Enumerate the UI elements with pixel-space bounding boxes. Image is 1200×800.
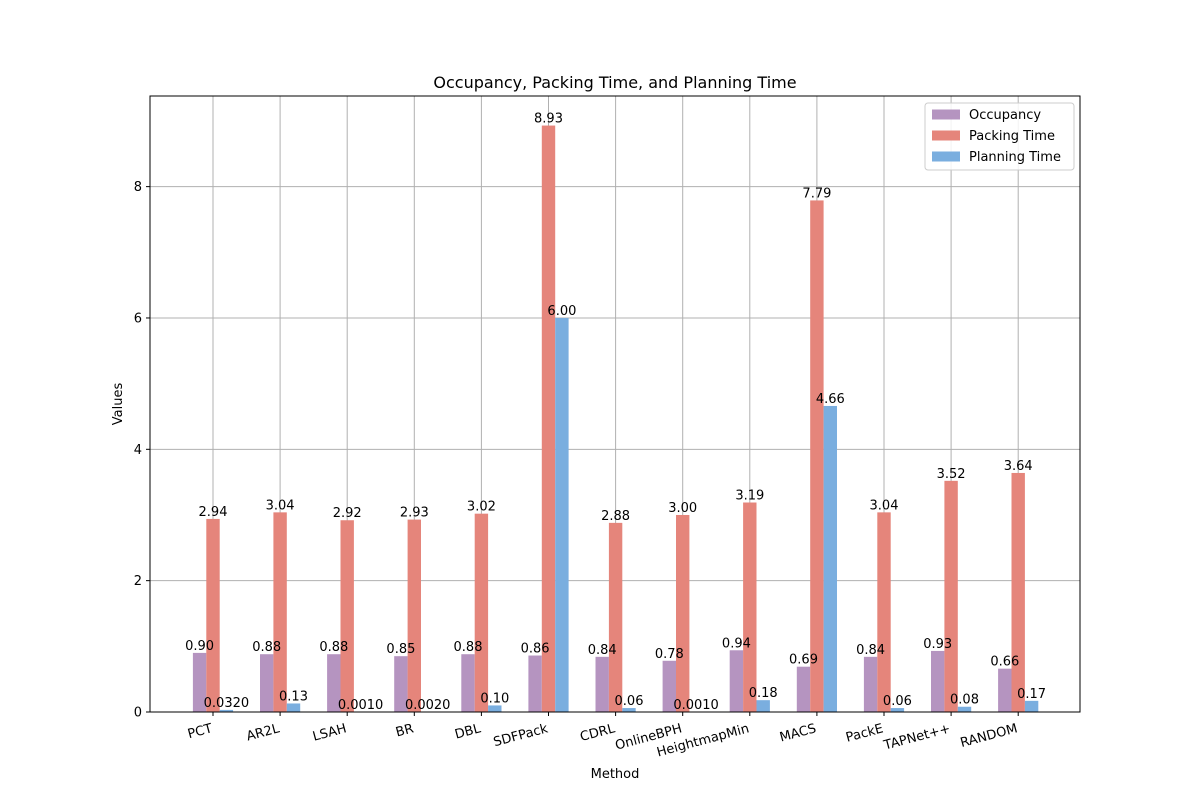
bar [662, 660, 676, 712]
bar-value-label: 0.66 [990, 655, 1019, 670]
bar [756, 700, 770, 712]
bar-value-label: 2.93 [400, 506, 429, 521]
bar [555, 317, 569, 712]
bar-value-label: 0.0010 [338, 698, 384, 713]
bar [394, 656, 408, 712]
bar-value-label: 0.0020 [405, 698, 451, 713]
legend-label: Planning Time [969, 150, 1061, 165]
bar-value-label: 2.94 [199, 505, 228, 520]
bar [608, 522, 623, 712]
bar [622, 708, 636, 712]
y-tick-label: 4 [134, 443, 142, 458]
bar-value-label: 0.0320 [204, 696, 250, 711]
bar [1011, 472, 1025, 712]
bar-value-label: 0.78 [655, 647, 684, 662]
x-axis-title: Method [591, 767, 640, 782]
x-tick-label: PCT [186, 721, 214, 742]
bar-value-label: 4.66 [816, 392, 845, 407]
bar [541, 125, 556, 712]
bar-value-label: 3.02 [467, 500, 496, 515]
bar-value-label: 0.94 [722, 636, 751, 651]
bar-value-label: 0.69 [789, 653, 818, 668]
y-tick-label: 2 [134, 574, 142, 589]
bar-value-label: 0.13 [279, 689, 308, 704]
bar-value-label: 7.79 [802, 186, 831, 201]
plot-frame [149, 95, 1081, 713]
bar [998, 668, 1012, 712]
bar [743, 502, 757, 712]
bar [595, 656, 609, 712]
bar [944, 480, 958, 712]
bar-value-label: 0.85 [386, 642, 415, 657]
bar [823, 405, 837, 712]
bar-value-label: 6.00 [547, 304, 576, 319]
bar [957, 706, 972, 712]
y-tick-label: 6 [134, 311, 142, 326]
bar-value-label: 0.90 [185, 639, 214, 654]
bar-value-label: 0.86 [521, 642, 550, 657]
bar [327, 654, 341, 712]
legend-swatch [932, 151, 960, 162]
bar-value-label: 3.04 [870, 498, 899, 513]
bar-value-label: 3.19 [735, 489, 764, 504]
bar-value-label: 2.92 [333, 506, 362, 521]
bar [1024, 700, 1039, 712]
bar [461, 654, 475, 712]
bar [877, 512, 891, 712]
bar [810, 200, 824, 712]
bar-value-label: 0.93 [923, 637, 952, 652]
bar-labels: 0.90 0.88 0.88 0.85 0.88 0.86 0.84 0.78 0.94 0.69… [185, 112, 1046, 713]
y-tick-label: 8 [134, 180, 142, 195]
bar [488, 705, 502, 712]
bar [863, 656, 878, 712]
bar [192, 652, 207, 712]
bar-value-label: 0.18 [749, 686, 778, 701]
bar-value-label: 3.52 [937, 467, 966, 482]
bar [890, 708, 905, 712]
bar-value-label: 3.64 [1004, 459, 1033, 474]
bar [260, 654, 274, 712]
bar-value-label: 0.06 [883, 694, 912, 709]
bar [729, 650, 744, 712]
bars [192, 125, 1039, 712]
bar [340, 520, 354, 712]
y-axis-title: Values [111, 383, 126, 426]
bar [273, 512, 287, 712]
y-tick-label: 0 [134, 706, 142, 721]
bar-value-label: 0.88 [454, 640, 483, 655]
bar [474, 513, 489, 712]
bar-value-label: 3.04 [266, 498, 295, 513]
chart-title: Occupancy, Packing Time, and Planning Ti… [433, 73, 796, 92]
bar [206, 518, 220, 712]
bar [676, 514, 690, 712]
bar [528, 655, 542, 712]
bar-value-label: 0.08 [950, 693, 979, 708]
legend-swatch [932, 109, 960, 120]
bar-value-label: 2.88 [601, 509, 630, 524]
bar-value-label: 3.00 [668, 501, 697, 516]
bar-value-label: 0.88 [252, 640, 281, 655]
bar-value-label: 0.10 [480, 691, 509, 706]
bar-value-label: 0.0010 [673, 698, 719, 713]
x-tick-label: DBL [453, 721, 483, 742]
bar-value-label: 0.84 [588, 643, 617, 658]
bar-value-label: 8.93 [534, 112, 563, 127]
x-tick-label: BR [394, 721, 415, 740]
legend-swatch [932, 130, 960, 141]
bar [931, 650, 945, 712]
bar [796, 666, 811, 712]
legend-label: Packing Time [969, 129, 1055, 144]
bar [286, 703, 301, 712]
bar [407, 519, 421, 712]
legend: Occupancy Packing Time Planning Time [924, 102, 1075, 171]
bar-value-label: 0.84 [856, 643, 885, 658]
bar-value-label: 0.17 [1017, 687, 1046, 702]
legend-frame [924, 102, 1075, 171]
bar-value-label: 0.88 [319, 640, 348, 655]
bar [219, 709, 234, 712]
legend-label: Occupancy [969, 108, 1041, 123]
bar-value-label: 0.06 [615, 694, 644, 709]
